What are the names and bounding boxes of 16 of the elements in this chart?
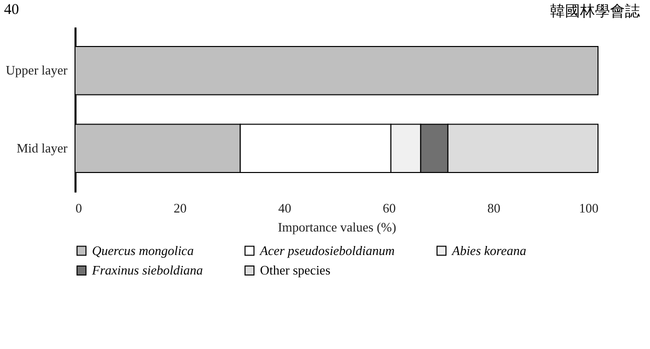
legend-label: Abies koreana bbox=[451, 242, 527, 258]
x-tick-label: 40 bbox=[278, 200, 292, 216]
legend-label: Fraxinus sieboldiana bbox=[91, 262, 204, 278]
x-tick-label: 0 bbox=[76, 200, 82, 216]
legend-label: Quercus mongolica bbox=[92, 242, 194, 258]
y-tick-label: Upper layer bbox=[6, 62, 68, 78]
y-tick-label: Mid layer bbox=[16, 140, 68, 156]
x-tick-label: 100 bbox=[579, 200, 598, 216]
x-tick-label: 80 bbox=[487, 200, 500, 216]
legend-label: Acer pseudosieboldianum bbox=[259, 242, 395, 258]
text: 40 bbox=[4, 2, 19, 19]
x-axis-title: Importance values (%) bbox=[278, 220, 396, 234]
text: 韓國林學會誌 bbox=[550, 2, 640, 21]
x-tick-label: 60 bbox=[382, 200, 396, 216]
x-tick-label: 20 bbox=[174, 200, 187, 216]
legend-label: Other species bbox=[260, 262, 330, 278]
